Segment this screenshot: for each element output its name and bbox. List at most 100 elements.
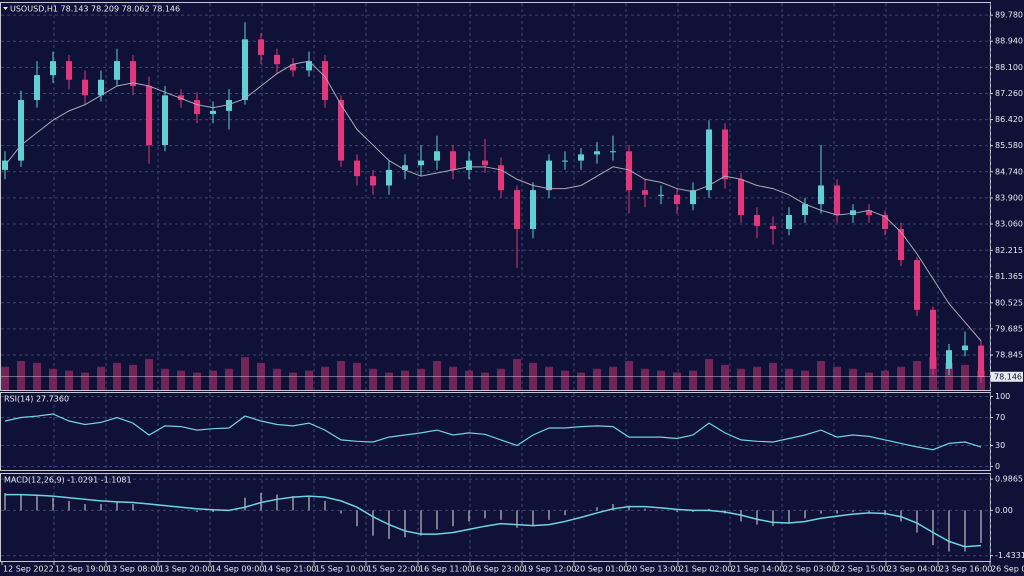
volume-bar (417, 368, 425, 390)
candle-body (498, 165, 504, 191)
candle-body (946, 350, 952, 369)
y-tick-label: -1.4331 (995, 551, 1024, 560)
candle-body (418, 160, 424, 166)
candle-body (898, 228, 904, 261)
x-tick-label: 20 Sep 01:00 (575, 565, 628, 574)
volume-bar (913, 360, 921, 390)
volume-bar (353, 362, 361, 390)
volume-bar (305, 370, 313, 390)
candle-body (674, 194, 680, 205)
y-tick-label: 86.420 (995, 115, 1023, 124)
y-tick-label: 79.685 (995, 324, 1023, 333)
candle-body (18, 99, 24, 161)
volume-bar (785, 368, 793, 390)
candle-body (66, 61, 72, 80)
x-tick-label: 15 Sep 10:00 (315, 565, 368, 574)
volume-bar (481, 372, 489, 390)
candle-body (114, 61, 120, 80)
candle-body (50, 61, 56, 76)
volume-bar (833, 366, 841, 390)
candle-body (82, 79, 88, 96)
volume-bar (625, 360, 633, 390)
volume-bar (449, 366, 457, 390)
x-tick-label: 23 Sep 04:00 (887, 565, 940, 574)
volume-bar (273, 368, 281, 390)
volume-bar (641, 368, 649, 390)
volume-bar (721, 364, 729, 390)
candle-body (626, 151, 632, 191)
candle-body (754, 214, 760, 226)
candle-body (722, 129, 728, 180)
volume-bar (209, 370, 217, 390)
candle-body (706, 129, 712, 191)
volume-bar (465, 370, 473, 390)
candle-body (178, 95, 184, 100)
candle-body (226, 99, 232, 111)
y-tick-label: 0 (995, 462, 1000, 471)
moving-average (4, 60, 982, 342)
y-tick-label: 87.260 (995, 89, 1023, 98)
volume-bar (593, 368, 601, 390)
x-tick-label: 19 Sep 12:00 (523, 565, 576, 574)
indicator-label: MACD(12,26,9) -1.0291 -1.1081 (4, 476, 132, 485)
candle-body (258, 39, 264, 55)
candle-body (322, 61, 328, 100)
symbol-arrow (3, 7, 8, 10)
candle-body (402, 165, 408, 170)
candle-body (530, 190, 536, 229)
x-tick-label: 26 Sep 05:00 (991, 565, 1024, 574)
x-tick-label: 16 Sep 11:00 (419, 565, 472, 574)
x-tick-label: 21 Sep 14:00 (731, 565, 784, 574)
x-tick-label: 13 Sep 20:00 (159, 565, 212, 574)
y-tick-label: 100 (995, 392, 1010, 401)
candle-body (466, 160, 472, 170)
y-tick-label: 85.580 (995, 141, 1023, 150)
volume-bar (513, 359, 521, 390)
candle-body (642, 190, 648, 195)
candle-body (130, 61, 136, 86)
macd-signal-line (5, 493, 982, 548)
volume-bar (65, 370, 73, 390)
candle-body (434, 151, 440, 161)
candle-body (98, 79, 104, 96)
x-tick-label: 23 Sep 16:00 (939, 565, 992, 574)
volume-bar (529, 362, 537, 390)
x-tick-label: 22 Sep 03:00 (783, 565, 836, 574)
volume-bar (865, 372, 873, 390)
candle-body (578, 154, 584, 161)
volume-bar (113, 362, 121, 390)
candle-body (834, 185, 840, 215)
candle-body (514, 190, 520, 229)
volume-bar (385, 372, 393, 390)
candle-body (802, 204, 808, 215)
volume-bar (673, 372, 681, 390)
last-price-box (991, 371, 1023, 382)
x-tick-label: 16 Sep 23:00 (471, 565, 524, 574)
volume-bar (289, 372, 297, 390)
y-tick-label: 0.00 (995, 506, 1013, 515)
volume-bar (769, 362, 777, 390)
candle-body (546, 160, 552, 191)
candle-body (738, 179, 744, 215)
volume-bar (753, 366, 761, 390)
candle-body (306, 61, 312, 71)
volume-bar (609, 366, 617, 390)
volume-bar (49, 368, 57, 390)
candle-body (482, 160, 488, 166)
candle-body (962, 345, 968, 351)
volume-bar (801, 370, 809, 390)
last-price-label: 78.146 (994, 372, 1022, 381)
x-tick-label: 14 Sep 09:00 (211, 565, 264, 574)
volume-bar (577, 372, 585, 390)
candle-body (162, 95, 168, 146)
x-tick-label: 13 Sep 08:00 (107, 565, 160, 574)
volume-bar (193, 372, 201, 390)
volume-bar (849, 368, 857, 390)
volume-bar (241, 357, 249, 390)
y-tick-label: 80.525 (995, 298, 1023, 307)
volume-bar (97, 366, 105, 390)
rsi-line (4, 413, 982, 451)
volume-bar (401, 370, 409, 390)
